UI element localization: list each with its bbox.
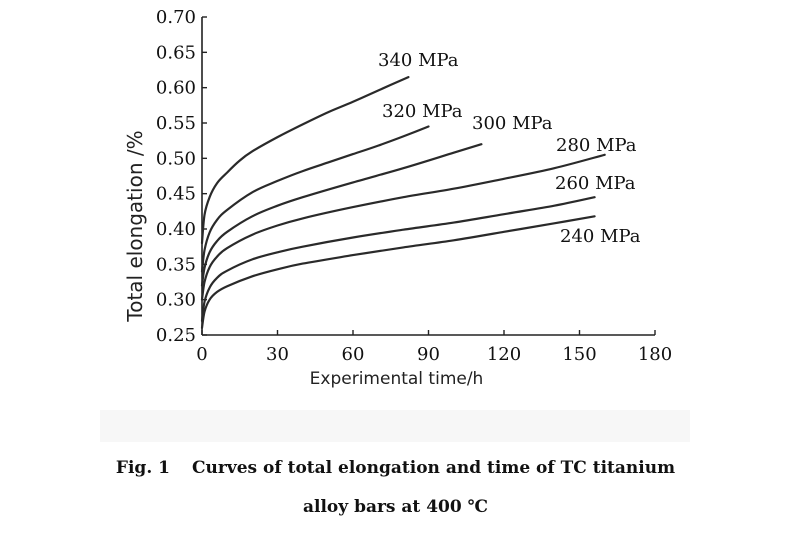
figure-label: Fig. 1	[115, 458, 170, 478]
series-line	[200, 143, 483, 287]
scan-band	[100, 410, 690, 442]
y-tick-label: 0.55	[156, 113, 196, 134]
x-tick-label: 0	[196, 344, 207, 365]
x-tick-label: 150	[562, 344, 596, 365]
series-label: 320 MPa	[382, 101, 463, 122]
y-tick-label: 0.30	[156, 290, 196, 311]
y-tick-label: 0.50	[156, 148, 196, 169]
figure-caption-line1: Fig. 1 Curves of total elongation and tim…	[0, 458, 791, 478]
y-tick-label: 0.40	[156, 219, 196, 240]
y-tick-label: 0.70	[156, 7, 196, 28]
y-axis-title: Total elongation /%	[123, 130, 147, 322]
series-label: 240 MPa	[560, 226, 641, 247]
y-tick-label: 0.60	[156, 78, 196, 99]
series-label: 340 MPa	[378, 50, 459, 71]
caption-text-2: alloy bars at 400 ℃	[303, 497, 488, 517]
x-tick-label: 60	[342, 344, 365, 365]
x-axis-title: Experimental time/h	[310, 369, 484, 389]
y-tick-label: 0.35	[156, 254, 196, 275]
series-label: 260 MPa	[555, 173, 636, 194]
x-tick-label: 120	[487, 344, 521, 365]
series-label: 300 MPa	[472, 113, 553, 134]
series-line	[200, 76, 410, 245]
series-line	[200, 215, 596, 329]
series-line	[200, 153, 606, 301]
x-tick-label: 180	[638, 344, 672, 365]
x-tick-label: 90	[417, 344, 440, 365]
y-tick-label: 0.45	[156, 184, 196, 205]
caption-text-1: Curves of total elongation and time of T…	[192, 458, 676, 478]
y-tick-label: 0.25	[156, 325, 196, 346]
figure-caption-line2: alloy bars at 400 ℃	[0, 497, 791, 517]
series-lines	[200, 76, 606, 329]
x-tick-label: 30	[266, 344, 289, 365]
ticks: 0.25 0.30 0.35 0.40 0.45 0.50 0.55 0.60 0.65 0.70…	[156, 7, 672, 365]
series-label: 280 MPa	[556, 135, 637, 156]
y-tick-label: 0.65	[156, 42, 196, 63]
series-line	[200, 196, 596, 322]
series-line	[200, 125, 430, 273]
